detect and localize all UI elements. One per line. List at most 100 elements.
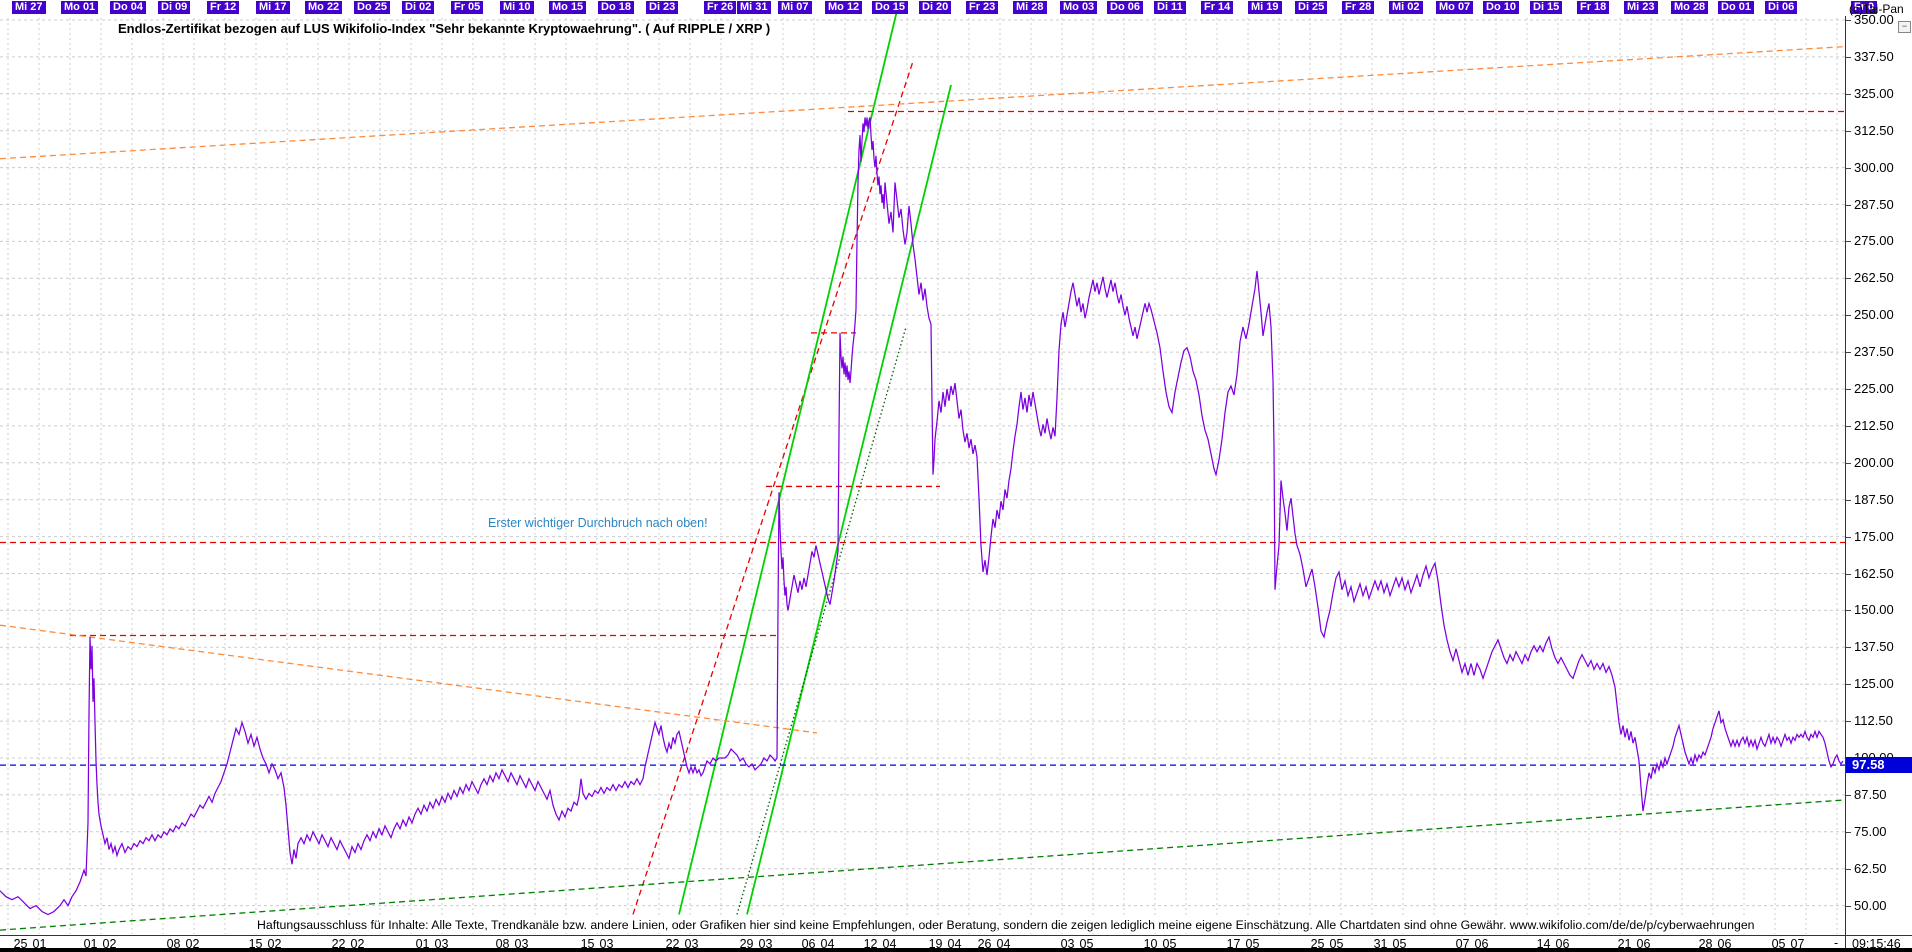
price-axis-tick <box>1846 20 1851 21</box>
time-axis-label: 17 05 <box>1219 937 1267 951</box>
time-axis-day: 06 <box>801 937 816 951</box>
price-axis: 350.00 337.50 325.00 312.50 300.00 287.50 275.… <box>1846 0 1912 948</box>
time-axis-day: 25 <box>13 937 28 951</box>
date-box: Mo 22 <box>305 1 343 14</box>
price-axis-label: 350.00 <box>1854 12 1894 27</box>
chart-annotation: Erster wichtiger Durchbruch nach oben! <box>488 516 708 530</box>
time-axis-label: 29 03 <box>732 937 780 951</box>
time-axis-day: 14 <box>1536 937 1551 951</box>
date-box: Do 04 <box>110 1 146 14</box>
time-axis-month: 04 <box>996 937 1011 951</box>
date-box: Mo 15 <box>549 1 587 14</box>
date-box: Mi 28 <box>1013 1 1047 14</box>
time-axis-label: 03 05 <box>1053 937 1101 951</box>
price-axis-tick <box>1846 241 1851 242</box>
time-axis-day: 26 <box>977 937 992 951</box>
minimize-icon[interactable]: − <box>1898 21 1911 33</box>
date-box: Mi 19 <box>1248 1 1282 14</box>
time-axis-day: 07 <box>1455 937 1470 951</box>
time-axis-month: 07 <box>1790 937 1805 951</box>
date-box: Fr 26 <box>704 1 737 14</box>
time-axis-month: 04 <box>947 937 962 951</box>
time-axis-month: 05 <box>1162 937 1177 951</box>
time-axis-label: 19 04 <box>921 937 969 951</box>
time-axis-label: 06 04 <box>794 937 842 951</box>
time-axis-label: 25 01 <box>6 937 54 951</box>
time-axis-label: 21 06 <box>1610 937 1658 951</box>
price-axis-label: 175.00 <box>1854 529 1894 544</box>
price-axis-label: 50.00 <box>1854 898 1887 913</box>
chart-title: Endlos-Zertifikat bezogen auf LUS Wikifo… <box>118 21 771 36</box>
price-axis-label: 300.00 <box>1854 160 1894 175</box>
price-axis-label: 325.00 <box>1854 86 1894 101</box>
time-axis-month: 03 <box>684 937 699 951</box>
date-box: Do 15 <box>872 1 908 14</box>
time-axis-label: 28 06 <box>1691 937 1739 951</box>
price-axis-label: 200.00 <box>1854 455 1894 470</box>
time-axis-day: 29 <box>739 937 754 951</box>
orange-lower-trendline <box>0 624 818 734</box>
price-axis-label: 62.50 <box>1854 861 1887 876</box>
plot-bottom-border <box>0 935 1912 936</box>
date-box: Di 06 <box>1765 1 1798 14</box>
date-box: Mo 28 <box>1671 1 1709 14</box>
date-box: Mo 01 <box>61 1 99 14</box>
price-axis-tick <box>1846 463 1851 464</box>
price-axis-tick <box>1846 168 1851 169</box>
date-box: Di 20 <box>919 1 952 14</box>
time-axis-label: 12 04 <box>856 937 904 951</box>
copyright-label: (c)Tai-Pan <box>1849 2 1904 16</box>
price-axis-tick <box>1846 537 1851 538</box>
price-axis-label: 275.00 <box>1854 233 1894 248</box>
price-axis-label: 287.50 <box>1854 197 1894 212</box>
time-axis-label: 22 03 <box>658 937 706 951</box>
price-axis-tick <box>1846 94 1851 95</box>
time-axis-day: 15 <box>580 937 595 951</box>
price-axis-label: 312.50 <box>1854 123 1894 138</box>
price-axis-label: 237.50 <box>1854 344 1894 359</box>
time-axis-day: 08 <box>495 937 510 951</box>
date-box: Do 10 <box>1483 1 1519 14</box>
date-box: Di 15 <box>1530 1 1563 14</box>
price-axis-label: 225.00 <box>1854 381 1894 396</box>
price-axis-label: 112.50 <box>1854 713 1893 728</box>
green-support-trendline <box>0 799 1845 931</box>
time-axis-month: 02 <box>185 937 200 951</box>
time-axis-label: 22 02 <box>324 937 372 951</box>
date-box: Fr 05 <box>451 1 484 14</box>
time-axis-label: 05 07 <box>1764 937 1812 951</box>
green-trend-channel-left <box>678 2 900 915</box>
date-box: Mo 03 <box>1060 1 1098 14</box>
time-axis-label: 08 03 <box>488 937 536 951</box>
price-chart-svg[interactable] <box>0 0 1845 935</box>
date-box: Fr 0 <box>1851 1 1878 14</box>
time-axis-month: 03 <box>758 937 773 951</box>
date-box: Fr 23 <box>966 1 999 14</box>
date-box: Di 25 <box>1295 1 1328 14</box>
time-axis-day: 15 <box>248 937 263 951</box>
price-axis-tick <box>1846 500 1851 501</box>
time-axis-label: 25 05 <box>1303 937 1351 951</box>
time-axis-day: 19 <box>928 937 943 951</box>
time-axis-day: 10 <box>1143 937 1158 951</box>
date-box: Do 18 <box>598 1 634 14</box>
price-axis-label: 337.50 <box>1854 49 1894 64</box>
date-box: Mi 27 <box>12 1 46 14</box>
time-axis-month: 03 <box>434 937 449 951</box>
dark-green-dotted-trendline <box>736 326 907 915</box>
date-box: Fr 18 <box>1577 1 1610 14</box>
time-axis-month: 06 <box>1636 937 1651 951</box>
price-axis-tick <box>1846 278 1851 279</box>
time-axis-label: 15 03 <box>573 937 621 951</box>
date-box: Do 01 <box>1718 1 1754 14</box>
date-box: Fr 28 <box>1342 1 1375 14</box>
price-axis-label: 137.50 <box>1854 639 1894 654</box>
date-box: Mi 31 <box>737 1 771 14</box>
time-axis-day: 28 <box>1698 937 1713 951</box>
date-box: Di 02 <box>402 1 435 14</box>
price-axis-label: 187.50 <box>1854 492 1894 507</box>
time-axis-month: 05 <box>1245 937 1260 951</box>
time-axis-month: 05 <box>1329 937 1344 951</box>
time-clock: 09:15:46 <box>1852 937 1901 951</box>
time-axis-label: 10 05 <box>1136 937 1184 951</box>
